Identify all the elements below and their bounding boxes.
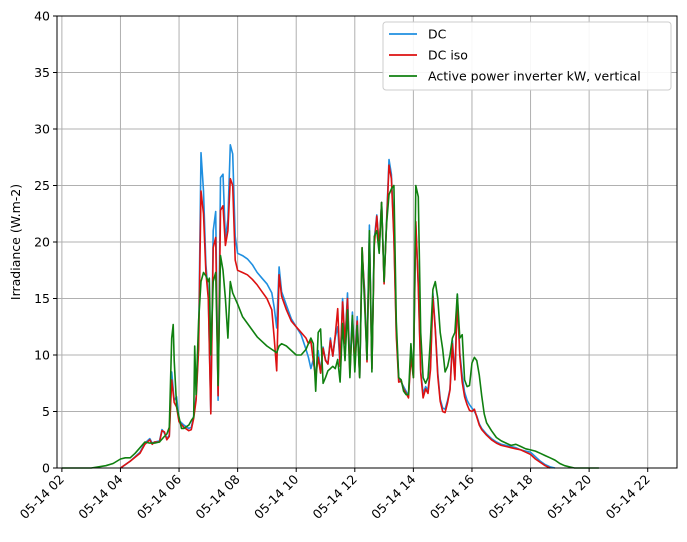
y-tick-label: 0 <box>42 461 50 476</box>
y-tick-label: 35 <box>34 65 50 80</box>
y-tick-label: 20 <box>34 235 50 250</box>
y-tick-label: 25 <box>34 178 50 193</box>
y-axis: 0 5 10 15 20 25 30 35 40 <box>34 9 57 476</box>
plot-area <box>61 144 599 469</box>
series-line-3 <box>61 184 599 469</box>
y-tick-label: 15 <box>34 291 50 306</box>
y-axis-label: Irradiance (W.m-2) <box>8 184 23 300</box>
y-tick-label: 30 <box>34 122 50 137</box>
legend-label-1: DC <box>428 27 447 42</box>
y-tick-label: 40 <box>34 9 50 24</box>
legend-label-3: Active power inverter kW, vertical <box>428 69 641 84</box>
legend: DC DC iso Active power inverter kW, vertic… <box>382 21 672 91</box>
legend-label-2: DC iso <box>428 48 468 63</box>
y-tick-label: 5 <box>42 404 50 419</box>
y-tick-label: 10 <box>34 348 50 363</box>
legend-box <box>382 21 672 91</box>
